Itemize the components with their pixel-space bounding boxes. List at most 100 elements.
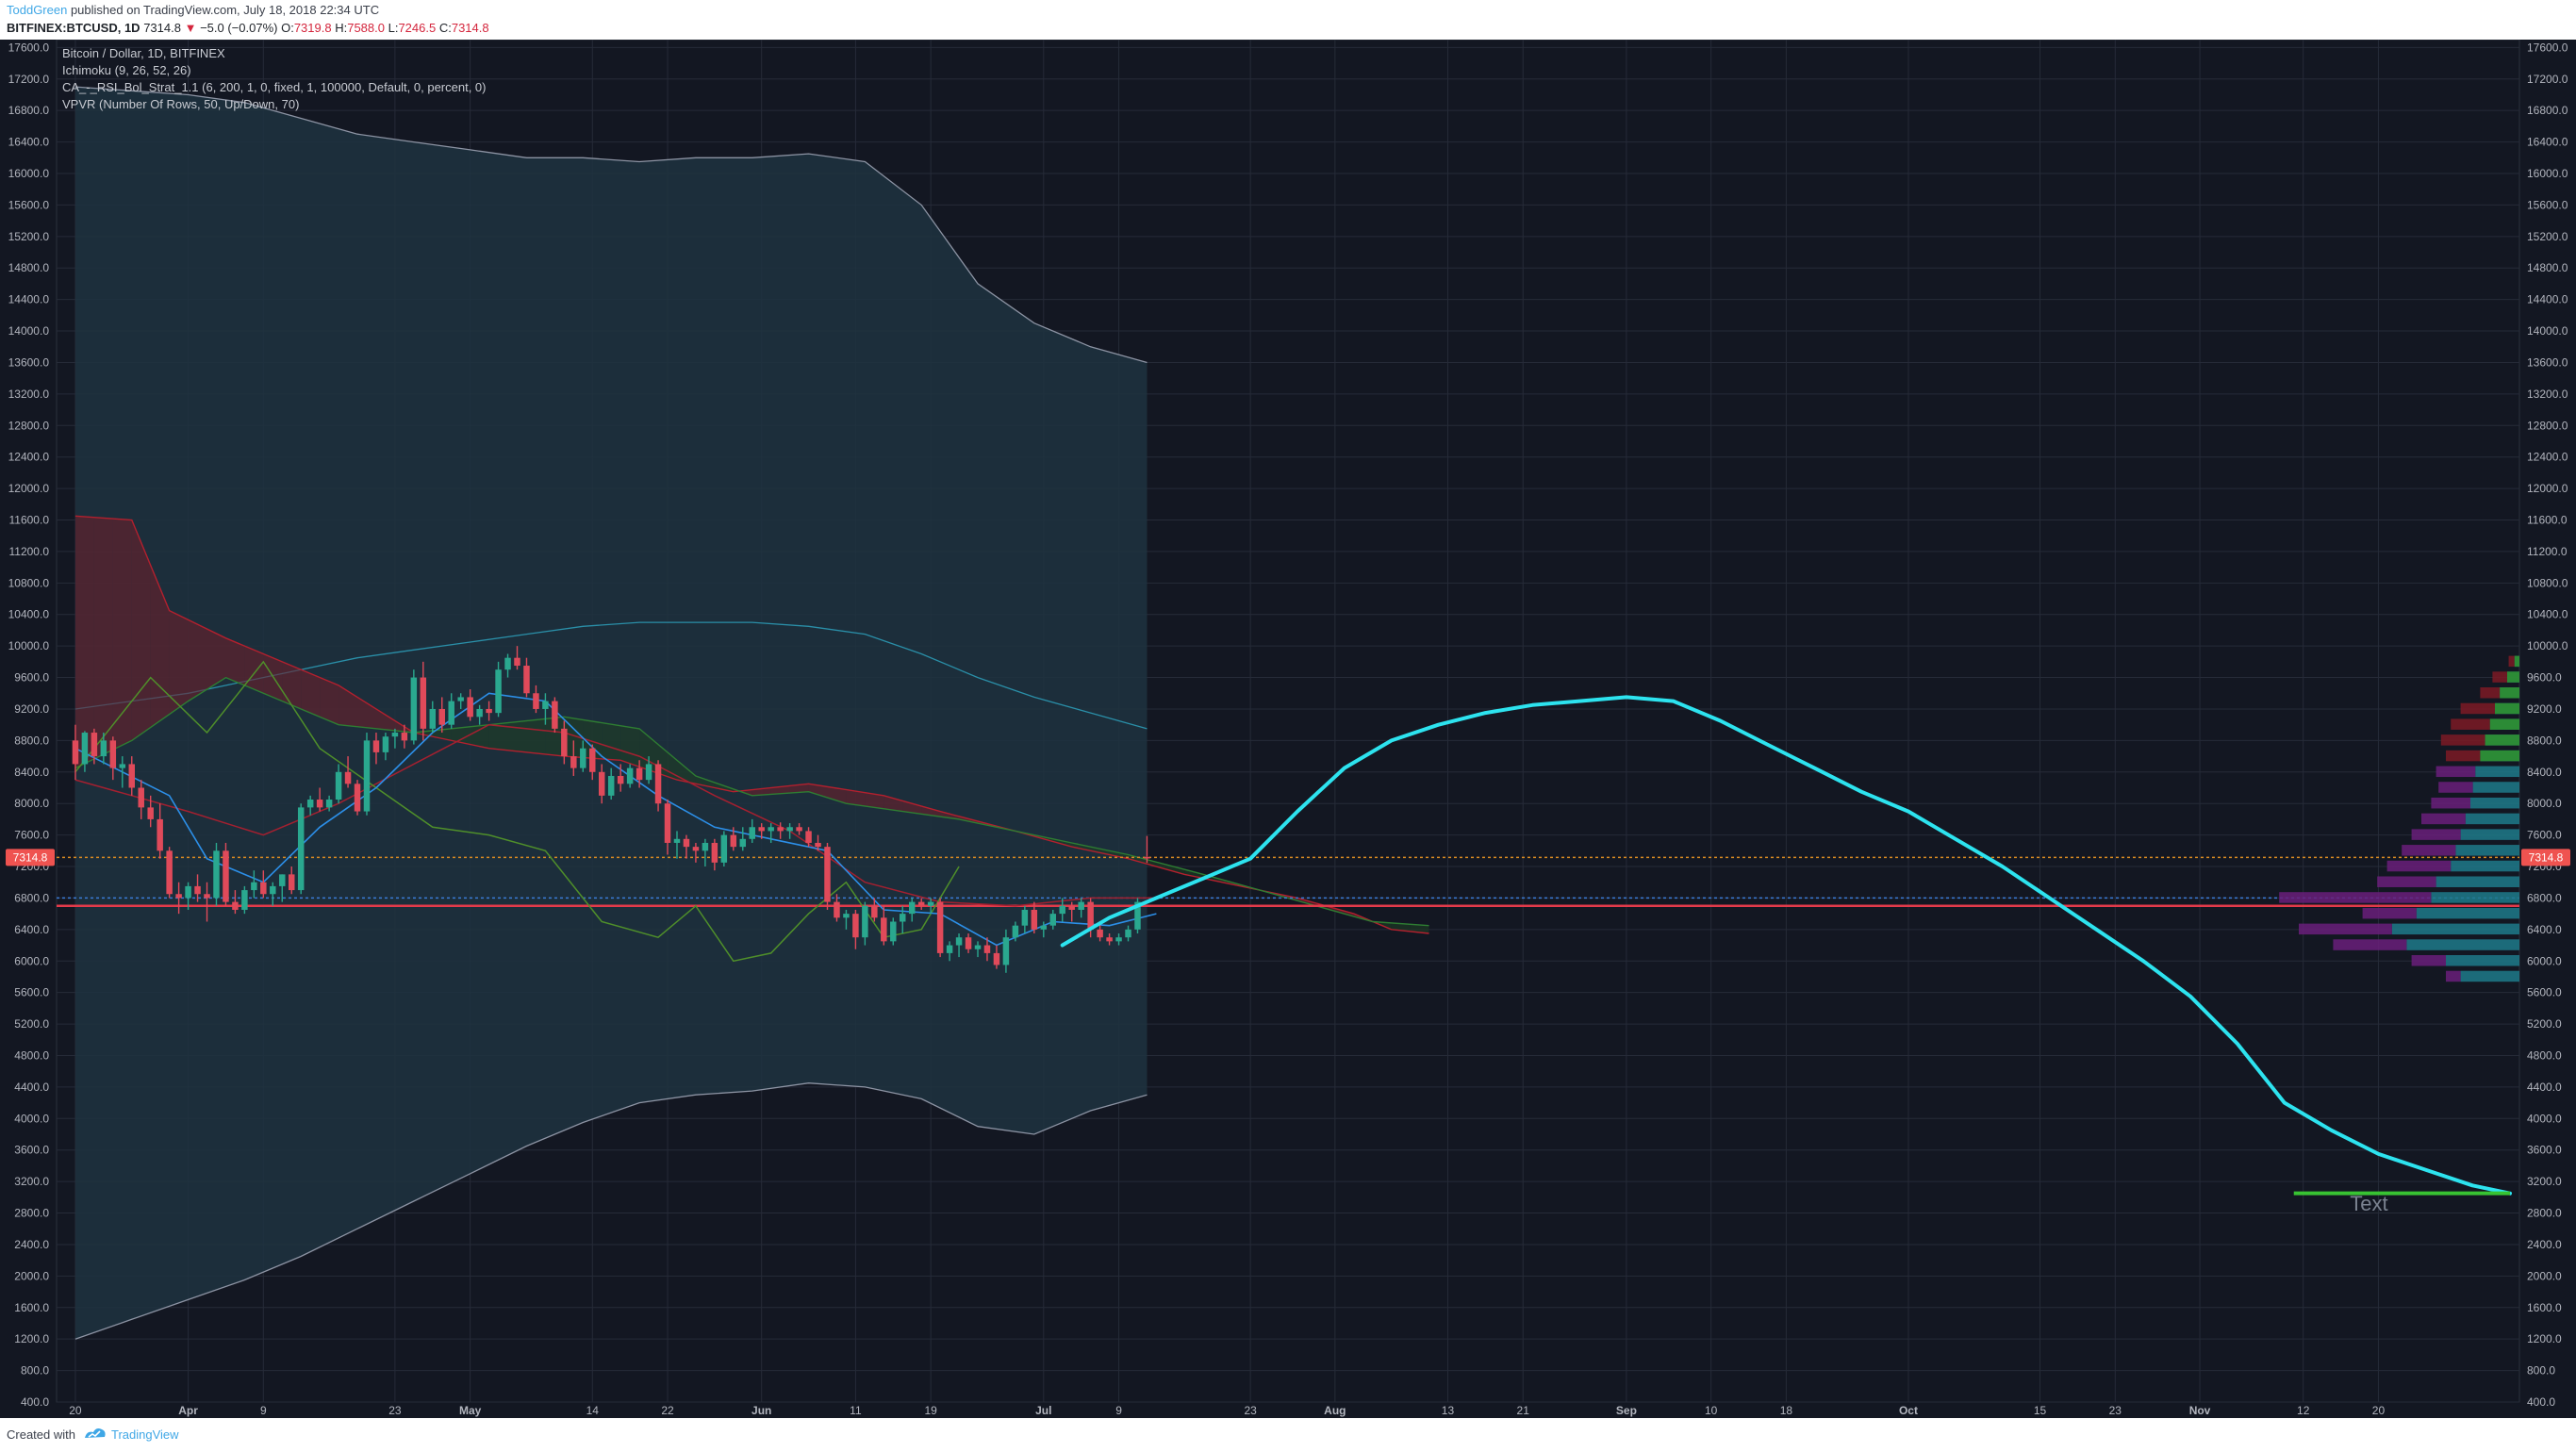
candle-body (72, 740, 79, 765)
candle-body (673, 838, 681, 843)
published-text: published on TradingView.com, July 18, 2… (70, 3, 380, 17)
candle-body (993, 952, 1000, 965)
candle-body (1012, 925, 1019, 938)
candle-body (306, 800, 314, 808)
candle-body (1068, 905, 1075, 910)
cloud-segment (1071, 843, 1091, 851)
y-tick-label-left: 10800.0 (8, 576, 50, 589)
candle-body (420, 677, 427, 729)
y-tick-label-left: 16000.0 (8, 167, 50, 180)
chart-canvas[interactable]: Text 400.0 800.0 1200.0 1600.0 2000.0 2400.0 2… (0, 39, 2576, 1418)
cloud-segment (301, 669, 321, 718)
vpvr-up-bar (2507, 671, 2519, 683)
cloud-segment (1165, 864, 1185, 875)
candle-body (824, 847, 831, 902)
cloud-segment (339, 685, 357, 727)
cloud-segment (188, 619, 207, 701)
candle-body (786, 827, 793, 832)
y-tick-label-left: 12000.0 (8, 482, 50, 495)
candle-body (730, 834, 737, 848)
x-axis[interactable]: 20 Apr 9 23 May 14 22 Jun 11 19 Jul 9 23 Aug 13 21 Sep 10… (69, 1404, 2385, 1417)
y-axis-left[interactable]: 400.0 800.0 1200.0 1600.0 2000.0 2400.0 2800.0… (6, 41, 55, 1409)
y-tick-label-right: 12800.0 (2527, 419, 2568, 432)
vpvr-up-bar (2495, 702, 2519, 715)
candle-body (429, 708, 437, 729)
candle-body (335, 771, 342, 800)
cloud-segment (225, 637, 245, 685)
candle-body (1106, 937, 1113, 942)
cloud-segment (921, 806, 941, 817)
tradingview-link[interactable]: TradingView (111, 1427, 179, 1442)
cloud-segment (244, 646, 264, 694)
bollinger-lower-line (74, 1082, 1148, 1340)
y-tick-label-left: 8000.0 (14, 797, 49, 810)
x-tick-label: 10 (1705, 1404, 1718, 1417)
down-arrow-icon: ▼ (184, 21, 197, 35)
y-axis-right[interactable]: 400.0 800.0 1200.0 1600.0 2000.0 2400.0 2800.0… (2521, 41, 2570, 1409)
legend-strategy[interactable]: CA_-_RSI_Bol_Strat_1.1 (6, 200, 1, 0, fi… (62, 80, 487, 94)
candle-body (946, 945, 953, 953)
chart-area[interactable]: Text 400.0 800.0 1200.0 1600.0 2000.0 2400.0 2… (0, 39, 2576, 1418)
y-tick-label-left: 6400.0 (14, 923, 49, 936)
candle-body (100, 740, 107, 757)
candle-body (552, 701, 558, 729)
vpvr-down-bar (2386, 860, 2452, 872)
legend-ichimoku[interactable]: Ichimoku (9, 26, 52, 26) (62, 63, 191, 77)
y-tick-label-right: 2000.0 (2527, 1269, 2562, 1282)
candle-body (467, 697, 473, 718)
vpvr-down-bar (2492, 671, 2507, 683)
x-tick-label: 12 (2297, 1404, 2310, 1417)
legend-vpvr[interactable]: VPVR (Number Of Rows, 50, Up/Down, 70) (62, 97, 299, 111)
candle-body (157, 818, 163, 851)
x-tick-label: 13 (1442, 1404, 1455, 1417)
candle-body (495, 669, 502, 714)
candle-body (617, 775, 624, 784)
candle-body (927, 901, 934, 906)
vpvr-up-bar (2514, 655, 2519, 668)
y-tick-label-right: 16800.0 (2527, 104, 2568, 117)
candle-body (457, 697, 464, 701)
y-tick-label-left: 16400.0 (8, 136, 50, 149)
cloud-segment (639, 728, 658, 774)
y-tick-label-left: 15200.0 (8, 230, 50, 243)
vpvr-down-bar (2436, 766, 2476, 778)
bollinger-fill (74, 87, 1148, 1340)
vpvr-down-bar (2438, 782, 2473, 793)
candle-body (542, 701, 549, 709)
author-link[interactable]: ToddGreen (7, 3, 68, 17)
cloud-segment (620, 725, 640, 767)
created-with-text: Created with (7, 1427, 75, 1442)
legend-symbol[interactable]: Bitcoin / Dollar, 1D, BITFINEX (62, 46, 225, 60)
kijun-line (74, 723, 1157, 907)
candle-body (279, 874, 286, 886)
y-tick-label-left: 17600.0 (8, 41, 50, 54)
candle-body (372, 740, 380, 752)
x-tick-label: 9 (1115, 1404, 1122, 1417)
candle-body (768, 827, 774, 832)
high-value: 7588.0 (347, 21, 385, 35)
y-tick-label-left: 6800.0 (14, 891, 49, 904)
cloud-segment (808, 784, 828, 798)
candle-body (965, 937, 972, 949)
y-tick-label-right: 8400.0 (2527, 766, 2562, 779)
vpvr-up-bar (2480, 750, 2519, 762)
y-tick-label-left: 400.0 (21, 1395, 49, 1409)
candle-body (607, 775, 615, 796)
candle-body (664, 803, 671, 843)
price-label-text: 7314.8 (2529, 850, 2564, 864)
candle-body (749, 827, 755, 839)
y-tick-label-right: 12000.0 (2527, 482, 2568, 495)
candle-body (598, 771, 605, 796)
y-tick-label-left: 9200.0 (14, 702, 49, 716)
vpvr-down-bar (2446, 970, 2461, 982)
cloud-segment (169, 610, 189, 715)
y-tick-label-left: 8800.0 (14, 734, 49, 747)
y-tick-label-left: 12800.0 (8, 419, 50, 432)
cloud-segment (940, 811, 960, 819)
y-tick-label-left: 6000.0 (14, 954, 49, 967)
x-tick-label: Jun (751, 1404, 771, 1417)
y-tick-label-left: 12400.0 (8, 451, 50, 464)
candle-body (580, 748, 586, 768)
vpvr-up-bar (2460, 970, 2519, 982)
vpvr-up-bar (2470, 797, 2519, 809)
